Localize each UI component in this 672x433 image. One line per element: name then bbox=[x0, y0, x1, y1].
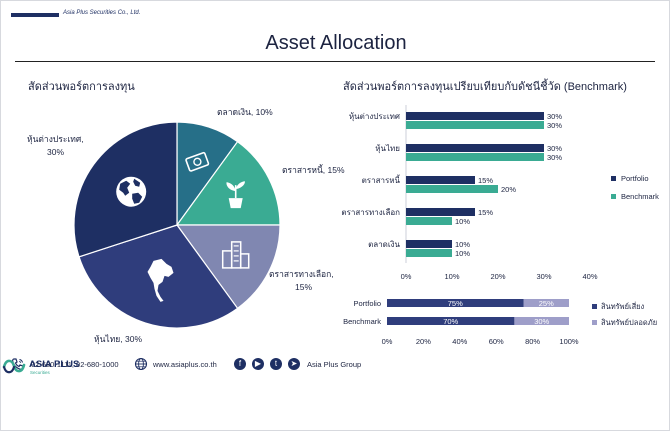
bar-category-label: ตราสารหนี้ bbox=[362, 174, 401, 185]
bar-data-label: 15% bbox=[478, 176, 493, 185]
buildings-icon bbox=[221, 241, 250, 269]
pie-section-title: สัดส่วนพอร์ตการลงทุน bbox=[28, 81, 135, 93]
footer: 02-680-1111, 02-680-1000 www.asiaplus.co… bbox=[1, 353, 671, 379]
phone-numbers: 02-680-1111, 02-680-1000 bbox=[31, 360, 119, 369]
website-link[interactable]: www.asiaplus.co.th bbox=[153, 360, 217, 369]
header-accent-bar bbox=[11, 13, 59, 17]
pie-slice-label: หุ้นไทย, 30% bbox=[94, 334, 142, 345]
x-tick-label: 30% bbox=[536, 272, 551, 281]
stacked-bar-chart: Portfolio 75% 25% Benchmark 70% 30% 0% 20% 40% 60… bbox=[343, 299, 657, 346]
grouped-bar-chart: หุ้นต่างประเทศ 30%30%หุ้นไทย 30%30%ตราสารห… bbox=[341, 105, 659, 281]
stacked-x-tick-label: 100% bbox=[559, 337, 579, 346]
title-divider bbox=[15, 61, 655, 62]
globe-web-icon bbox=[134, 357, 148, 371]
plant-icon bbox=[226, 181, 245, 209]
bar-category-label: ตราสารทางเลือก bbox=[341, 208, 400, 217]
stacked-bar-segment bbox=[514, 317, 569, 325]
stacked-bar-segment bbox=[387, 317, 515, 325]
legend-label: Portfolio bbox=[621, 174, 649, 183]
bar-category-label: หุ้นต่างประเทศ bbox=[349, 112, 400, 121]
stacked-data-label: 70% bbox=[443, 317, 458, 326]
pie-chart: ตลาดเงิน, 10% ตราสารหนี้, 15% ตราสารทางเลื… bbox=[27, 107, 345, 345]
twitter-icon[interactable]: t bbox=[270, 358, 282, 370]
stacked-x-tick-label: 60% bbox=[489, 337, 504, 346]
bar bbox=[406, 153, 544, 161]
stacked-x-tick-label: 40% bbox=[452, 337, 467, 346]
bar-data-label: 30% bbox=[547, 121, 562, 130]
svg-text:ASIA PLUS: ASIA PLUS bbox=[29, 359, 79, 370]
youtube-icon[interactable]: ▶ bbox=[252, 358, 264, 370]
stacked-data-label: 75% bbox=[448, 299, 463, 308]
bar bbox=[406, 240, 452, 248]
stacked-bar-segment bbox=[387, 299, 524, 307]
bar bbox=[406, 217, 452, 225]
bar-data-label: 10% bbox=[455, 249, 470, 258]
bar bbox=[406, 208, 475, 216]
x-tick-label: 20% bbox=[490, 272, 505, 281]
stacked-legend-label: สินทรัพย์ปลอดภัย bbox=[601, 318, 658, 327]
pie-slice-label: ตราสารทางเลือก, bbox=[269, 269, 334, 279]
stacked-legend-label: สินทรัพย์เสี่ยง bbox=[601, 301, 645, 311]
charts-canvas: ตลาดเงิน, 10% ตราสารหนี้, 15% ตราสารทางเลื… bbox=[27, 105, 659, 346]
company-name: Asia Plus Securities Co., Ltd. bbox=[63, 10, 141, 16]
bar-category-label: ตลาดเงิน bbox=[368, 240, 400, 249]
stacked-legend-swatch bbox=[592, 304, 597, 309]
bar-data-label: 30% bbox=[547, 144, 562, 153]
stacked-x-tick-label: 0% bbox=[382, 337, 393, 346]
stacked-bar-segment bbox=[523, 299, 569, 307]
pie-slice-label: ตราสารหนี้, 15% bbox=[282, 164, 345, 175]
thailand-map-icon bbox=[147, 258, 174, 302]
stacked-x-tick-label: 80% bbox=[525, 337, 540, 346]
pie-slice-label: 30% bbox=[47, 147, 64, 157]
bar-data-label: 30% bbox=[547, 112, 562, 121]
x-tick-label: 0% bbox=[401, 272, 412, 281]
telegram-icon[interactable]: ➤ bbox=[288, 358, 300, 370]
stacked-category-label: Benchmark bbox=[343, 317, 381, 326]
legend-swatch bbox=[611, 194, 616, 199]
bar bbox=[406, 249, 452, 257]
stacked-data-label: 25% bbox=[539, 299, 554, 308]
stacked-data-label: 30% bbox=[534, 317, 549, 326]
bar-data-label: 15% bbox=[478, 208, 493, 217]
x-tick-label: 40% bbox=[582, 272, 597, 281]
page-title: Asset Allocation bbox=[265, 32, 407, 54]
social-handle: Asia Plus Group bbox=[307, 360, 362, 369]
bar-section-title: สัดส่วนพอร์ตการลงทุนเปรียบเทียบกับดัชนีช… bbox=[343, 81, 627, 93]
money-icon bbox=[185, 151, 210, 172]
legend-label: Benchmark bbox=[621, 192, 659, 201]
bar bbox=[406, 176, 475, 184]
pie-slice-label: ตลาดเงิน, 10% bbox=[217, 107, 273, 117]
facebook-icon[interactable]: f bbox=[234, 358, 246, 370]
stacked-category-label: Portfolio bbox=[353, 299, 381, 308]
stacked-x-tick-label: 20% bbox=[416, 337, 431, 346]
bar bbox=[406, 144, 544, 152]
bar bbox=[406, 185, 498, 193]
globe-icon bbox=[116, 176, 147, 207]
pie-slice bbox=[175, 224, 281, 310]
bar-data-label: 20% bbox=[501, 185, 516, 194]
stacked-legend-swatch bbox=[592, 320, 597, 325]
bar-data-label: 10% bbox=[455, 217, 470, 226]
bar-data-label: 10% bbox=[455, 240, 470, 249]
pie-slice-label: หุ้นต่างประเทศ, bbox=[27, 134, 84, 145]
bar bbox=[406, 121, 544, 129]
legend-swatch bbox=[611, 176, 616, 181]
bar-category-label: หุ้นไทย bbox=[375, 144, 400, 153]
bar bbox=[406, 112, 544, 120]
pie-slice-label: 15% bbox=[295, 282, 312, 292]
x-tick-label: 10% bbox=[444, 272, 459, 281]
svg-text:Securities: Securities bbox=[30, 370, 51, 375]
asia-plus-logo: ASIA PLUS Securities bbox=[2, 359, 79, 375]
bar-data-label: 30% bbox=[547, 153, 562, 162]
